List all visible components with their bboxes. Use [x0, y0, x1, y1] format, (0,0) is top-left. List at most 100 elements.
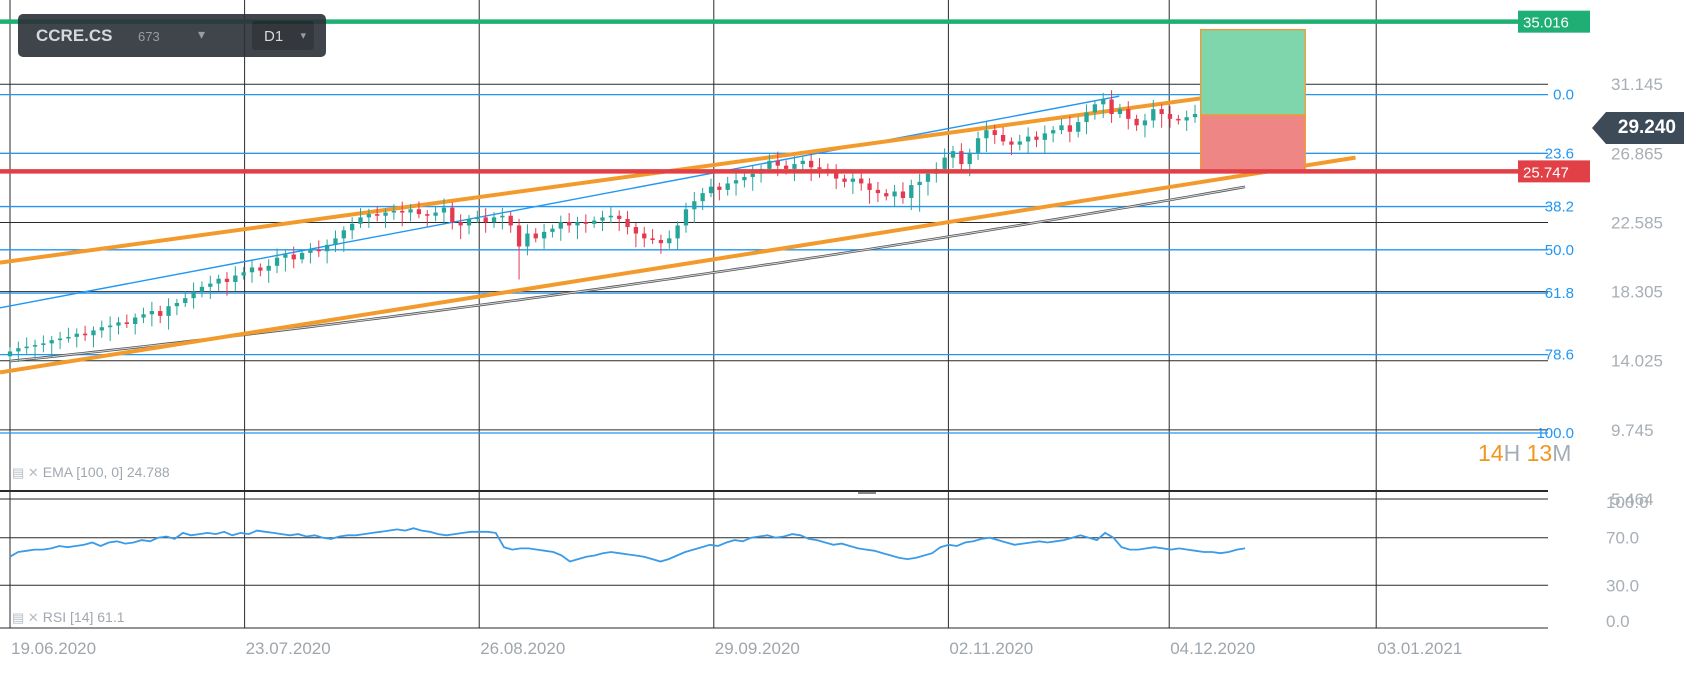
candle — [91, 330, 96, 336]
candle — [942, 157, 947, 169]
candle — [41, 343, 46, 345]
candle-countdown: 14H 13M — [1478, 440, 1571, 467]
candle — [283, 254, 288, 258]
candle — [32, 344, 38, 347]
candle — [617, 215, 622, 219]
x-tick-label: 04.12.2020 — [1170, 639, 1255, 658]
timeframe-select[interactable]: D1 ▾ — [252, 21, 314, 50]
y-tick-label: 5.464 — [1611, 490, 1654, 509]
countdown-hours-unit: H — [1503, 440, 1521, 466]
countdown-minutes: 13 — [1526, 440, 1553, 466]
rsi-indicator-label[interactable]: ▤ ✕ RSI [14] 61.1 — [12, 609, 125, 626]
candle — [750, 173, 755, 177]
candle — [1109, 99, 1114, 114]
candle — [550, 228, 555, 232]
candle — [783, 165, 789, 169]
candle — [99, 327, 104, 331]
candle — [425, 214, 430, 216]
candle — [274, 257, 280, 266]
candle — [1184, 117, 1189, 121]
current-price-tag: 29.240 — [1592, 112, 1684, 144]
candle — [191, 291, 196, 299]
ema-indicator-label[interactable]: ▤ ✕ EMA [100, 0] 24.788 — [12, 464, 170, 481]
x-tick-label: 29.09.2020 — [715, 639, 800, 658]
candle — [57, 338, 63, 341]
candle — [558, 222, 563, 229]
candle — [842, 178, 847, 182]
candle — [333, 238, 338, 245]
candle — [233, 275, 238, 282]
indicator-settings-icon: ▤ ✕ — [12, 465, 39, 480]
candle — [733, 180, 739, 184]
candle — [316, 249, 321, 252]
candle — [224, 278, 230, 282]
candle — [450, 207, 455, 223]
chevron-down-icon[interactable]: ▾ — [198, 26, 206, 42]
stop-loss-zone — [1199, 114, 1306, 173]
candle — [817, 167, 822, 169]
fib-level-label: 78.6 — [1545, 347, 1574, 364]
candle — [1017, 141, 1022, 145]
candle — [909, 185, 914, 198]
y-tick-label: 22.585 — [1611, 213, 1663, 232]
candle — [441, 207, 447, 213]
chevron-down-icon: ▾ — [300, 30, 306, 42]
candle — [875, 189, 881, 194]
candle — [925, 173, 931, 182]
candle — [683, 209, 689, 226]
candle — [199, 286, 205, 292]
candle — [350, 223, 355, 231]
candle — [49, 340, 54, 344]
y-tick-label: 9.745 — [1611, 421, 1654, 440]
indicator-settings-icon: ▤ ✕ — [12, 610, 39, 625]
candle — [1025, 136, 1031, 142]
candle — [241, 272, 246, 276]
candle — [66, 336, 71, 339]
candle — [1034, 136, 1039, 140]
candle — [675, 225, 680, 239]
candle — [208, 283, 213, 287]
take-profit-level-label: 35.016 — [1523, 15, 1569, 32]
candle — [775, 160, 780, 166]
candle — [491, 217, 497, 223]
candle — [667, 238, 672, 244]
candle — [1176, 118, 1181, 121]
fib-level-label: 23.6 — [1545, 145, 1574, 162]
candle — [959, 151, 964, 165]
candle — [141, 314, 146, 318]
candle — [1126, 109, 1131, 119]
candle — [917, 181, 922, 186]
candle — [867, 183, 872, 190]
take-profit-zone — [1199, 29, 1306, 116]
candle — [950, 151, 956, 158]
candle — [850, 178, 856, 182]
candle — [24, 346, 29, 349]
take-profit-level-tag — [1518, 10, 1590, 33]
countdown-minutes-unit: M — [1552, 440, 1572, 466]
chart-toolbar[interactable]: CCRE.CS 673 ▾ D1 ▾ — [18, 14, 326, 57]
candle — [967, 152, 972, 165]
ema-label-text: EMA [100, 0] 24.788 — [42, 464, 170, 480]
rsi-label-text: RSI [14] 61.1 — [42, 609, 125, 625]
candle — [1134, 118, 1139, 126]
candle — [458, 222, 463, 226]
candle — [792, 164, 797, 169]
candle — [324, 244, 330, 252]
candle — [391, 210, 397, 213]
candle — [299, 252, 305, 260]
candle — [74, 333, 79, 337]
candle — [541, 231, 547, 239]
candle — [416, 209, 422, 215]
x-tick-label: 03.01.2021 — [1377, 639, 1462, 658]
candle — [600, 217, 605, 221]
instrument-symbol[interactable]: CCRE.CS — [36, 26, 113, 45]
candle — [1101, 99, 1106, 105]
candle — [466, 218, 472, 226]
rsi-tick-label: 70.0 — [1606, 529, 1639, 548]
trendline-mid — [0, 95, 1120, 309]
fib-level-label: 100.0 — [1536, 425, 1574, 442]
candle — [7, 351, 13, 357]
candle — [82, 333, 88, 336]
candle — [258, 267, 263, 271]
